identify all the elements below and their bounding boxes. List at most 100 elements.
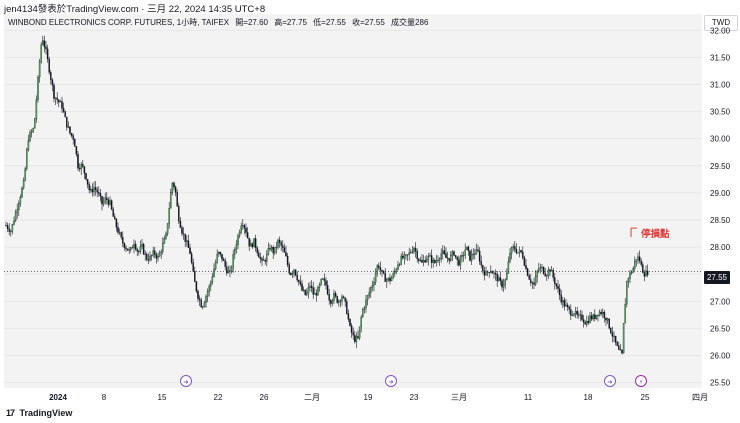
candle-body <box>315 293 318 296</box>
candle-body <box>342 296 345 298</box>
candle-body <box>350 325 353 333</box>
candle-body <box>250 243 252 247</box>
candle-body <box>376 265 378 274</box>
candle-body <box>264 259 266 262</box>
symbol-info-line: WINBOND ELECTRONICS CORP. FUTURES, 1小時, … <box>8 17 432 28</box>
candle-body <box>77 153 79 169</box>
chart-area[interactable] <box>4 14 702 388</box>
candle-body <box>16 209 18 213</box>
candle-body <box>502 284 505 288</box>
candle-body <box>506 272 508 280</box>
candle-body <box>94 187 97 191</box>
candle-body <box>534 276 537 285</box>
candle-body <box>163 238 166 244</box>
candle-body <box>557 286 559 289</box>
candle-body <box>368 292 370 296</box>
candle-body <box>605 317 607 321</box>
candle-body <box>600 311 602 314</box>
candle-body <box>112 208 114 217</box>
candle-body <box>286 255 289 265</box>
currency-label[interactable]: TWD <box>704 15 738 31</box>
candle-body <box>634 261 636 269</box>
candle-body <box>414 247 417 252</box>
candle-body <box>54 97 57 99</box>
candle-body <box>635 259 638 262</box>
candle-body <box>565 304 567 307</box>
candle-body <box>62 108 65 112</box>
candle-body <box>525 265 527 269</box>
candle-body <box>90 188 92 191</box>
candle-body <box>53 84 55 99</box>
candle-body <box>421 259 423 263</box>
candle-body <box>301 283 303 291</box>
candle-body <box>309 285 311 288</box>
event-marker-icon <box>635 375 647 387</box>
candle-body <box>69 126 71 134</box>
candle-body <box>146 254 148 260</box>
x-tick-label: 二月 <box>304 393 320 402</box>
candle-body <box>13 220 15 225</box>
candle-body <box>517 252 519 254</box>
candle-body <box>408 252 410 255</box>
candle-body <box>333 293 335 301</box>
candle-body <box>142 244 145 255</box>
y-tick-label: 27.00 <box>710 297 731 306</box>
candle-body <box>235 244 238 250</box>
candle-body <box>621 350 623 354</box>
candle-body <box>184 233 186 242</box>
candle-body <box>594 314 596 319</box>
candle-body <box>550 270 553 272</box>
x-tick-label: 25 <box>641 393 650 402</box>
candle-body <box>331 300 334 304</box>
candle-body <box>469 250 471 261</box>
candle-body <box>120 232 122 238</box>
candle-body <box>518 250 521 253</box>
candle-body <box>51 79 54 86</box>
candle-body <box>317 287 319 296</box>
candle-body <box>578 314 580 316</box>
x-tick-label: 四月 <box>692 393 708 402</box>
candle-body <box>126 248 129 251</box>
candle-body <box>304 289 306 296</box>
candle-body <box>237 235 239 246</box>
candle-body <box>83 166 86 174</box>
candle-body <box>168 208 170 224</box>
x-tick-label: 15 <box>158 393 167 402</box>
candle-body <box>158 252 161 257</box>
candle-body <box>366 295 369 301</box>
candle-body <box>10 231 12 232</box>
candle-body <box>466 246 468 250</box>
candle-body <box>166 223 169 234</box>
candle-body <box>554 277 556 284</box>
candle-body <box>357 336 359 339</box>
candle-body <box>630 272 633 274</box>
candle-body <box>475 249 478 255</box>
candle-body <box>128 249 130 251</box>
candle-body <box>238 232 241 236</box>
candle-body <box>626 281 628 305</box>
candle-body <box>70 133 73 136</box>
candle-body <box>445 253 447 259</box>
candle-body <box>107 199 110 205</box>
candle-body <box>358 326 361 339</box>
candle-body <box>221 253 223 260</box>
candle-body <box>595 314 598 319</box>
candle-body <box>218 251 220 255</box>
x-tick-label: 23 <box>410 393 419 402</box>
candle-body <box>592 314 594 320</box>
candle-body <box>8 228 10 232</box>
candle-body <box>251 243 254 248</box>
candle-body <box>590 315 593 320</box>
candle-body <box>462 255 465 256</box>
high-value: 高=27.75 <box>274 18 307 27</box>
candle-body <box>80 164 82 170</box>
candle-body <box>440 253 442 260</box>
x-tick-label: 19 <box>364 393 373 402</box>
candle-body <box>429 255 431 257</box>
candle-body <box>37 77 39 100</box>
candle-body <box>200 299 202 308</box>
candle-body <box>397 264 399 270</box>
candle-body <box>616 342 618 346</box>
candle-body <box>178 206 180 222</box>
